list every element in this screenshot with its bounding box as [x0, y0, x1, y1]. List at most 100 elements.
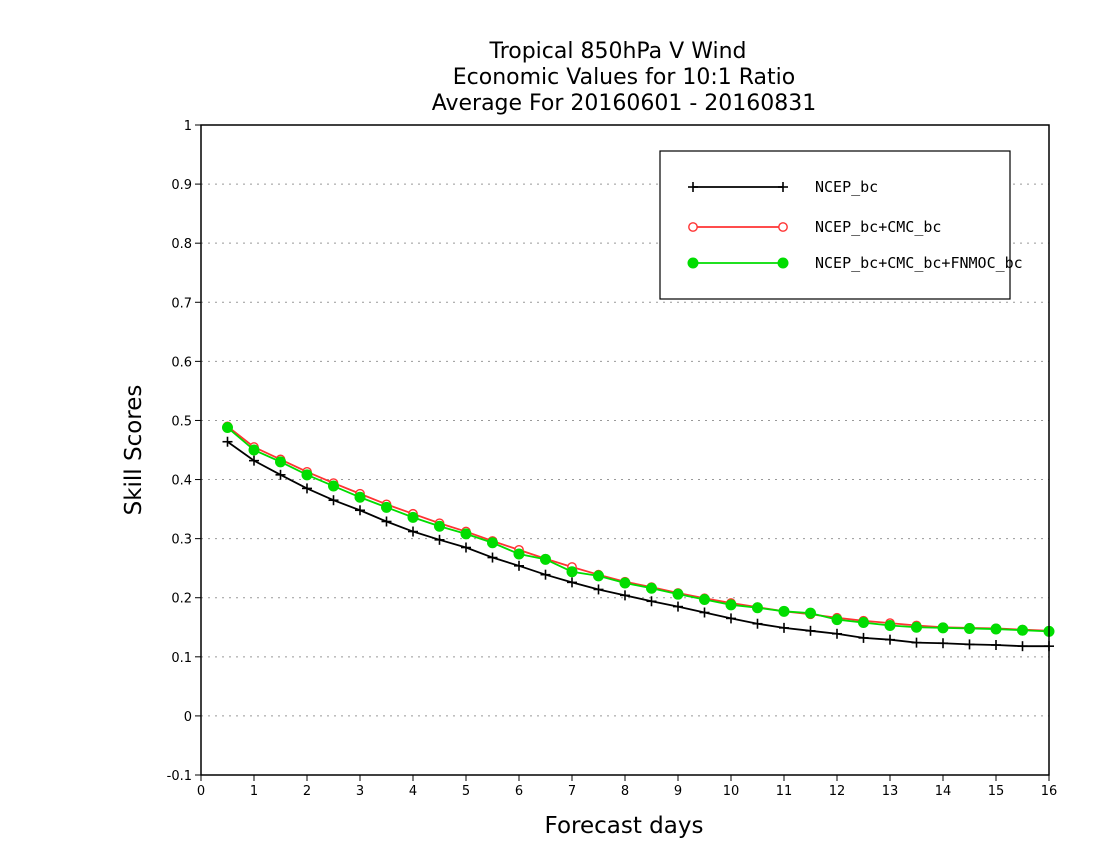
x-axis-label: Forecast days: [545, 813, 704, 839]
x-tick-label: 14: [935, 784, 952, 799]
data-point: [699, 607, 710, 618]
data-point: [275, 469, 286, 480]
data-point: [619, 577, 631, 589]
data-point: [354, 491, 366, 503]
data-point: [937, 622, 949, 634]
data-point: [222, 436, 233, 447]
data-point: [858, 617, 869, 629]
y-tick-label: 0.2: [171, 592, 192, 607]
data-point: [752, 618, 763, 629]
data-point: [990, 623, 1002, 635]
legend-label: NCEP_bc+CMC_bc+FNMOC_bc: [815, 254, 1023, 272]
data-point: [778, 222, 788, 232]
data-point: [434, 520, 445, 532]
data-point: [672, 588, 684, 600]
data-point: [777, 257, 789, 269]
x-tick-label: 1: [250, 784, 258, 799]
y-tick-label: 0: [184, 710, 192, 725]
data-point: [355, 505, 365, 516]
data-point: [884, 620, 896, 631]
data-series: [222, 421, 1055, 652]
data-point: [407, 511, 419, 523]
x-tick-label: 5: [462, 784, 470, 799]
data-point: [991, 640, 1001, 650]
data-point: [620, 590, 630, 601]
data-point: [752, 602, 763, 614]
data-point: [646, 596, 657, 607]
y-tick-label: 0.7: [171, 296, 192, 311]
plot-frame: [200, 124, 1050, 776]
x-tick-label: 8: [621, 784, 629, 799]
data-point: [688, 182, 698, 192]
data-point: [514, 560, 524, 571]
grid-lines: [201, 183, 1049, 717]
y-tick-label: 0.9: [171, 178, 192, 193]
data-point: [301, 469, 313, 481]
data-point: [222, 422, 233, 434]
data-point: [778, 605, 790, 617]
data-point: [513, 548, 525, 560]
y-tick-label: -0.1: [167, 769, 192, 784]
y-tick-label: 0.3: [171, 533, 192, 548]
x-tick-label: 10: [723, 784, 740, 799]
data-point: [911, 621, 922, 633]
data-point: [938, 638, 948, 649]
data-point: [673, 601, 683, 612]
x-tick-label: 9: [674, 784, 682, 799]
data-point: [1017, 641, 1028, 652]
data-point: [1017, 624, 1028, 636]
chart-title: Tropical 850hPa V Wind Economic Values f…: [432, 39, 817, 116]
y-tick-label: 0.1: [171, 651, 192, 666]
data-point: [687, 257, 699, 269]
x-tick-label: 13: [882, 784, 899, 799]
data-point: [593, 570, 604, 582]
data-point: [408, 526, 418, 537]
data-point: [779, 622, 789, 633]
data-point: [726, 613, 736, 624]
data-point: [275, 456, 286, 468]
data-point: [725, 599, 737, 611]
x-tick-label: 7: [568, 784, 576, 799]
x-tick-label: 12: [829, 784, 846, 799]
x-tick-label: 2: [303, 784, 311, 799]
data-point: [328, 480, 339, 492]
series-ncep-bc-cmc-bc: [222, 421, 1054, 636]
x-tick-label: 11: [776, 784, 793, 799]
data-point: [381, 516, 392, 527]
data-point: [487, 537, 498, 549]
x-tick-label: 16: [1041, 784, 1058, 799]
legend-box: [659, 150, 1011, 300]
data-point: [964, 622, 975, 634]
data-point: [699, 594, 710, 605]
data-point: [646, 582, 657, 594]
legend-entries: NCEP_bc NCEP_bc+CMC_bc NCEP_bc+CMC_bc+FNMO…: [687, 178, 1023, 272]
data-point: [964, 639, 975, 650]
data-point: [567, 577, 577, 588]
data-point: [461, 542, 471, 553]
legend-entry: NCEP_bc+CMC_bc: [688, 218, 941, 236]
data-point: [434, 534, 445, 545]
series-ncep-bc-cmc-bc-fnmoc-bc: [222, 422, 1055, 637]
y-tick-label: 0.5: [171, 414, 192, 429]
data-point: [487, 552, 498, 563]
data-point: [805, 625, 816, 636]
legend: NCEP_bc NCEP_bc+CMC_bc NCEP_bc+CMC_bc+FNMO…: [659, 150, 1023, 300]
data-point: [540, 553, 551, 565]
series-ncep-bc: [222, 436, 1054, 652]
legend-label: NCEP_bc+CMC_bc: [815, 218, 941, 236]
data-point: [460, 528, 472, 540]
data-point: [778, 182, 788, 192]
title-line-1: Tropical 850hPa V Wind: [488, 39, 746, 64]
title-line-3: Average For 20160601 - 20160831: [432, 91, 817, 116]
data-point: [302, 483, 312, 494]
legend-entry: NCEP_bc: [688, 178, 878, 196]
data-point: [381, 501, 392, 513]
series-line: [226, 440, 1049, 648]
data-point: [885, 634, 895, 645]
legend-label: NCEP_bc: [815, 178, 878, 196]
data-point: [249, 455, 259, 466]
series-line: [226, 425, 1050, 632]
x-tick-label: 4: [409, 784, 417, 799]
x-tick-label: 6: [515, 784, 523, 799]
